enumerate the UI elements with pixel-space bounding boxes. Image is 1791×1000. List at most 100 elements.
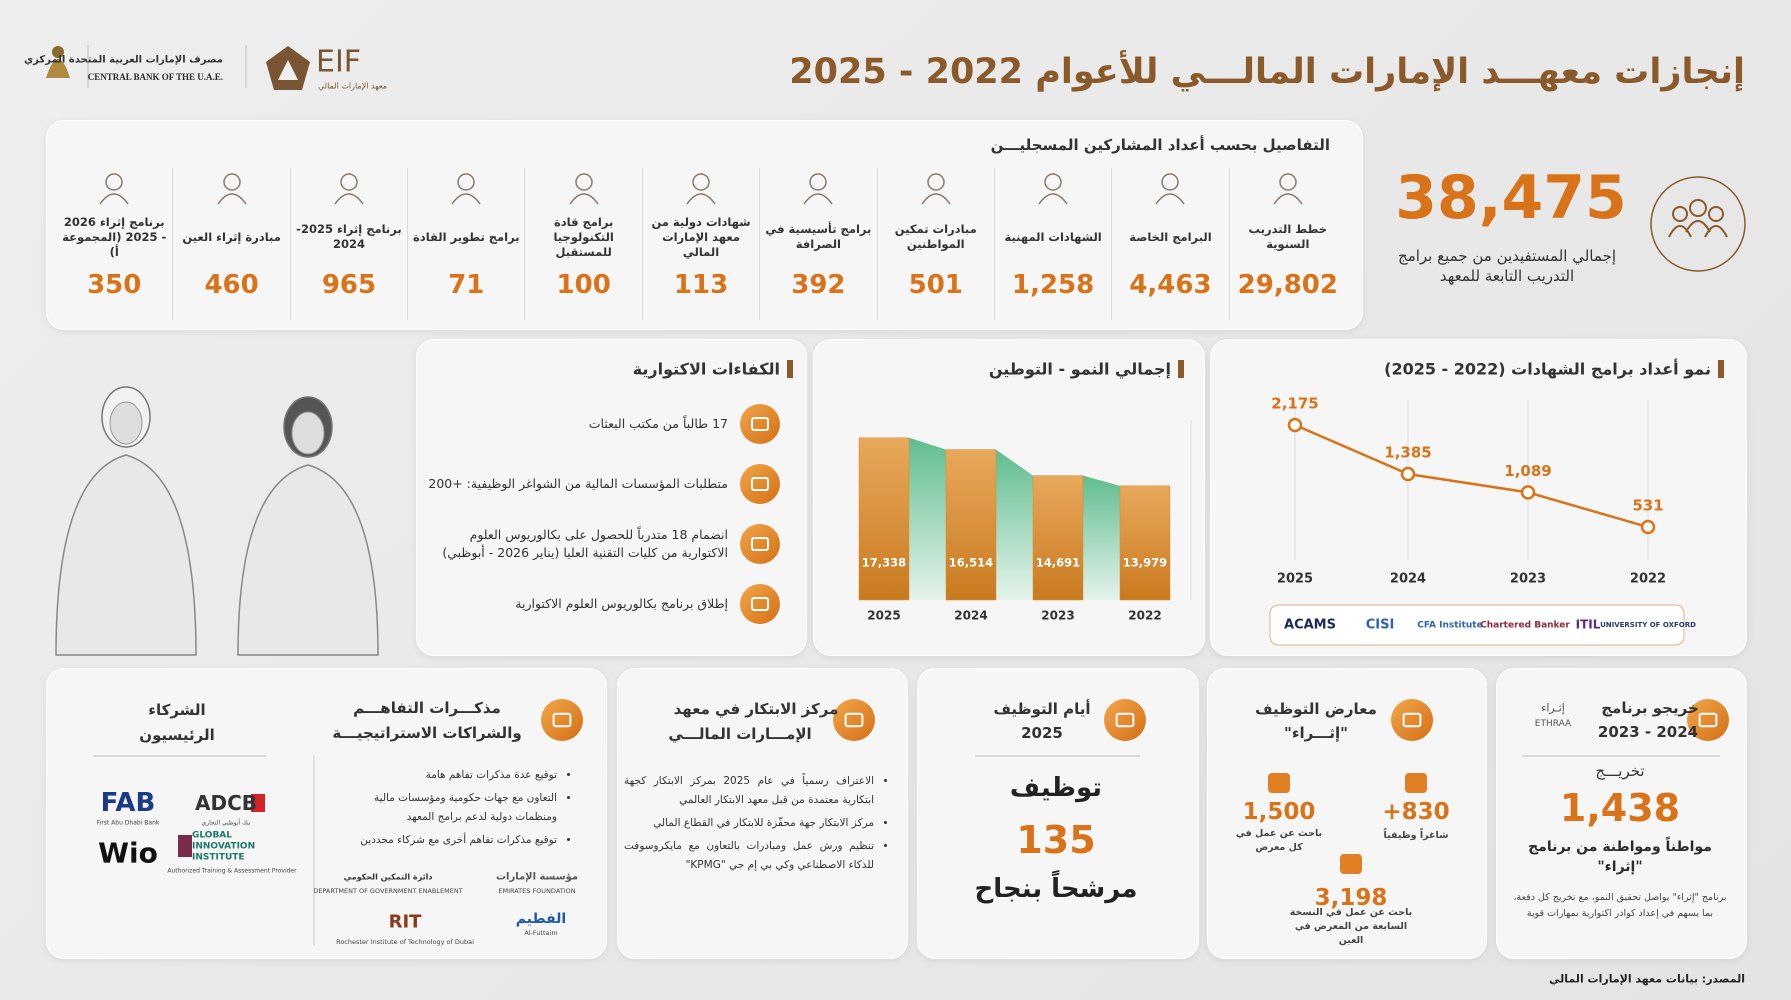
participant-icon	[803, 173, 834, 205]
eif-logo	[266, 46, 310, 90]
partner-logo-sub: Authorized Training & Assessment Provide…	[167, 867, 297, 875]
card-title: والشراكات الاستراتيجيـــة	[332, 724, 522, 742]
card-caption: مرشحاً بنجاح	[974, 874, 1138, 904]
card-title: الرئيسيون	[139, 726, 215, 744]
stat-label: باحث عن عمل في النسخة السابعة من المعرض …	[1289, 907, 1413, 946]
bullet-list: توقيع عدة مذكرات تفاهم هامة التعاون مع جه…	[332, 766, 571, 854]
competency-text: 17 طالباً من مكتب البعثات	[588, 416, 728, 431]
participant-value: 113	[673, 270, 729, 300]
figure-face	[291, 411, 325, 455]
card-title: خريجو برنامج	[1601, 699, 1699, 717]
figure-head	[101, 386, 151, 448]
summary-caption: إجمالي المستفيدين من جميع برامج التدريب …	[1398, 247, 1616, 285]
icon-glyph	[99, 193, 129, 205]
icon-glyph	[927, 173, 945, 191]
icon-glyph	[1689, 199, 1707, 217]
card-title: الشركاء	[148, 701, 206, 719]
participant-item: برنامج إثراء 2026 - 2025 (المجموعة أ) 350	[56, 168, 172, 320]
summary-icon	[1650, 176, 1746, 272]
participant-item: مبادرة إثراء العين 460	[172, 168, 289, 320]
card-title: أيام التوظيف	[993, 700, 1091, 718]
participant-icon	[686, 173, 716, 205]
participant-label: مبادرة إثراء العين	[182, 229, 281, 244]
partner-logo: RIT	[388, 911, 422, 933]
participant-value: 501	[908, 270, 963, 300]
icon-glyph	[1672, 206, 1688, 222]
eif-logo-inner	[278, 60, 298, 80]
stat-label: شاغراً وظيفياً	[1383, 830, 1449, 841]
logo-text: معهد الإمارات المالي	[318, 81, 388, 91]
card-title: معارض التوظيف	[1255, 700, 1377, 718]
card-title: الإمـــارات المالـــي	[668, 725, 812, 743]
bullet: مركز الابتكار جهة محفّزة للابتكار في الق…	[624, 814, 874, 833]
job-fairs-panel	[1207, 668, 1487, 959]
participant-value: 71	[448, 270, 485, 300]
partner-logo-sub: بنك أبوظبي التجاري	[201, 819, 251, 827]
participant-item: برامج قادة التكنولوجيا للمستقبل 100	[524, 168, 641, 320]
icon-glyph	[1704, 225, 1728, 238]
card-title: 2025	[1021, 724, 1063, 742]
bullet: توقيع عدة مذكرات تفاهم هامة	[332, 766, 557, 785]
figure-head	[283, 396, 333, 458]
employment-panel	[917, 668, 1199, 959]
participant-item: خطط التدريب السنوية 29,802	[1228, 168, 1346, 320]
competency-text: إطلاق برنامج بكالوريوس العلوم الاكتوارية	[515, 596, 728, 611]
icon-glyph	[222, 173, 241, 191]
participant-label: برامج تأسيسية في الصرافة	[765, 222, 872, 251]
icon-glyph	[457, 173, 476, 191]
participant-icon	[1273, 173, 1303, 205]
partner-logo: GLOBAL INNOVATION INSTITUTE	[192, 830, 256, 863]
bullet-list: الاعتراف رسمياً في عام 2025 بمركز الابتك…	[624, 772, 888, 879]
card-title: "إثـــراء"	[1284, 724, 1348, 742]
stat-value: 1,500	[1242, 799, 1316, 825]
participant-label: مبادرات تمكين المواطنين	[894, 222, 977, 251]
participant-label: شهادات دولية من معهد الإمارات المالي	[651, 214, 751, 259]
growth-panel	[813, 339, 1205, 656]
participant-icon	[1155, 173, 1186, 205]
icon-glyph	[1038, 193, 1068, 205]
icon-glyph	[1161, 173, 1180, 191]
panel-title: التفاصيل بحسب أعداد المشاركين المسجليـــ…	[990, 136, 1330, 154]
icon-glyph	[1279, 173, 1297, 191]
bullet: توقيع مذكرات تفاهم أخرى مع شركاء محددين	[332, 831, 557, 850]
partner-logo: Wio	[98, 836, 158, 870]
participant-value: 350	[87, 270, 142, 300]
participant-label: برامج تطوير القادة	[413, 229, 520, 244]
partner-logo-sub: First Abu Dhabi Bank	[96, 819, 160, 827]
card-value: 135	[1016, 818, 1096, 862]
mou-partners-panel	[46, 668, 607, 959]
chart-title: نمو أعداد برامج الشهادات (2022 - 2025)	[1384, 359, 1711, 379]
participant-value: 392	[791, 270, 846, 300]
partner-logo-sub: DEPARTMENT OF GOVERNMENT ENABLEMENT	[313, 887, 463, 895]
participant-label: برنامج إثراء 2025-2024	[296, 222, 402, 251]
participant-icon	[921, 173, 951, 205]
icon-glyph	[1273, 193, 1303, 205]
stat-value: 3,198	[1314, 885, 1388, 911]
participant-item: مبادرات تمكين المواطنين 501	[876, 168, 994, 320]
card-title: مذكـــرات التفاهـــم	[353, 699, 501, 717]
participant-label: خطط التدريب السنوية	[1248, 222, 1328, 251]
participant-item: برامج تطوير القادة 71	[407, 168, 524, 320]
figure-body	[55, 454, 197, 656]
icon-glyph	[340, 173, 358, 191]
icon-glyph	[105, 173, 123, 191]
card-title: مركز الابتكار في معهد	[673, 700, 839, 718]
logo-text: EIF	[316, 44, 362, 80]
card-note: برنامج "إثراء" يواصل تحقيق النمو، مع تخر…	[1513, 892, 1727, 919]
icon-glyph	[451, 193, 481, 205]
bullet: تنظيم ورش عمل ومبادرات بالتعاون مع مايكر…	[624, 837, 874, 875]
icon-glyph	[334, 193, 364, 205]
icon-glyph	[574, 173, 593, 191]
participant-item: الشهادات المهنية 1,258	[993, 168, 1111, 320]
partner-logo-sub: EMIRATES FOUNDATION	[498, 887, 576, 895]
participant-icon	[1038, 173, 1068, 205]
participant-value: 4,463	[1129, 270, 1212, 300]
card-label: تخريـــج	[1595, 762, 1645, 780]
competency-text: انضمام 18 متدرباً للحصول على بكالوريوس ا…	[442, 527, 728, 560]
icon-glyph	[803, 193, 834, 205]
partner-logo: FAB	[100, 788, 156, 818]
participant-item: برنامج إثراء 2025-2024 965	[289, 168, 407, 320]
logo-text: ETHRAA	[1534, 719, 1572, 729]
participant-icon	[99, 173, 129, 205]
